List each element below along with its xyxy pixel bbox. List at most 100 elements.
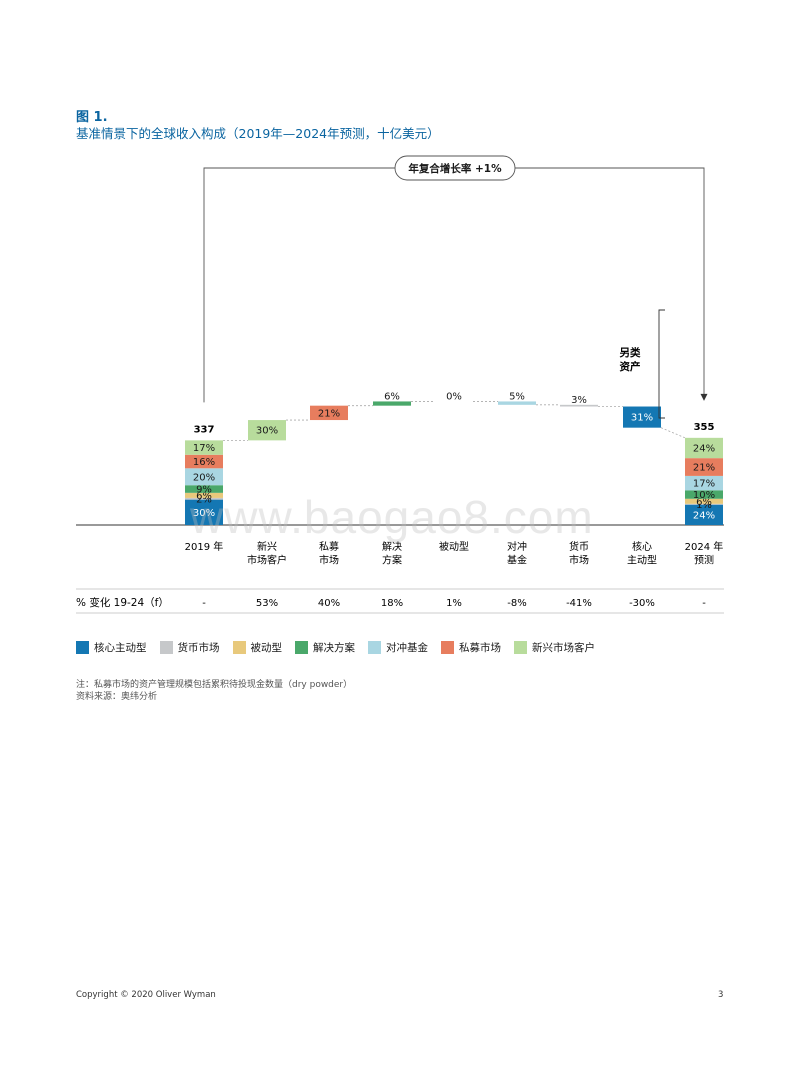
legend-item: 核心主动型 xyxy=(76,640,147,655)
change-value: - xyxy=(702,598,706,609)
start-label: 30% xyxy=(193,508,215,519)
end-total: 355 xyxy=(694,422,715,433)
end-label: 24% xyxy=(693,443,715,454)
start-bar-新兴市场客户 xyxy=(185,440,223,455)
step-bar-对冲基金 xyxy=(498,401,536,405)
legend-swatch xyxy=(159,641,173,654)
change-value: -8% xyxy=(507,598,526,609)
legend-item: 私募市场 xyxy=(441,640,501,655)
category-label: 对冲 xyxy=(507,540,527,553)
start-bar-被动型 xyxy=(185,492,223,498)
alt-assets-label: 另类 xyxy=(620,346,641,359)
alt-assets-bracket xyxy=(658,309,665,419)
category-label: 新兴 xyxy=(257,540,277,553)
chart-legend: 核心主动型 货币市场 被动型 解决方案 对冲基金 私募市场 新兴市场客户 xyxy=(76,640,595,655)
cagr-pill xyxy=(394,155,516,181)
start-bar-核心主动型 xyxy=(185,499,223,525)
cagr-label: 年复合增长率 +1% xyxy=(408,162,502,175)
end-label: 1% xyxy=(696,500,712,511)
category-label: 方案 xyxy=(382,554,402,567)
start-bar-私募市场 xyxy=(185,454,223,469)
category-label: 私募 xyxy=(319,540,339,553)
step-bar-私募市场 xyxy=(310,405,348,421)
legend-label: 核心主动型 xyxy=(94,642,147,654)
end-label: 17% xyxy=(693,479,715,490)
source-text: 资料来源：奥纬分析 xyxy=(76,692,158,702)
end-label: 24% xyxy=(693,510,715,521)
legend-label: 私募市场 xyxy=(459,642,501,654)
change-value: 1% xyxy=(446,598,462,609)
end-bar-被动型 xyxy=(685,498,723,504)
page-number: 3 xyxy=(718,990,724,1000)
legend-item: 对冲基金 xyxy=(368,640,428,655)
end-label: 10% xyxy=(693,490,715,501)
step-bar-货币市场 xyxy=(560,404,598,407)
category-label: 解决 xyxy=(382,540,402,553)
legend-swatch xyxy=(76,641,89,654)
end-bar-核心主动型 xyxy=(685,504,723,525)
legend-swatch xyxy=(368,641,381,654)
end-bar-新兴市场客户 xyxy=(685,437,723,459)
start-total: 337 xyxy=(194,424,215,435)
footnote: 注：私募市场的资产管理规模包括累积待投现金数量（dry powder） 资料来源… xyxy=(76,679,352,703)
legend-item: 货币市场 xyxy=(159,640,220,655)
waterfall-chart: 30%2%6%9%20%16%17%337 30%21%6% 0% 5% 3%31%24… xyxy=(76,155,724,614)
end-bar-货币市场 xyxy=(685,503,723,505)
change-value: -41% xyxy=(566,598,592,609)
change-value: 53% xyxy=(256,598,278,609)
start-label: 6% xyxy=(196,491,212,502)
note-text: 注：私募市场的资产管理规模包括累积待投现金数量（dry powder） xyxy=(76,680,353,690)
step-bar-核心主动型 xyxy=(623,406,661,428)
step-label: 30% xyxy=(256,426,278,437)
start-label: 9% xyxy=(196,485,212,496)
step-label: 21% xyxy=(318,408,340,419)
legend-item: 被动型 xyxy=(232,640,283,655)
legend-label: 对冲基金 xyxy=(386,642,428,654)
figure-number: 图 1. xyxy=(76,110,108,125)
category-label: 被动型 xyxy=(439,540,469,553)
step-label: 3% xyxy=(571,395,587,406)
start-label: 20% xyxy=(193,472,215,483)
category-label: 市场 xyxy=(569,554,589,567)
category-label: 主动型 xyxy=(627,554,657,567)
change-value: 18% xyxy=(381,598,403,609)
start-label: 16% xyxy=(193,457,215,468)
category-label: 基金 xyxy=(507,554,527,567)
change-value: -30% xyxy=(629,598,655,609)
step-bar-解决方案 xyxy=(373,401,411,406)
legend-label: 解决方案 xyxy=(313,642,355,654)
legend-swatch xyxy=(232,641,246,654)
category-label: 核心 xyxy=(632,540,652,553)
category-label: 预测 xyxy=(694,554,714,567)
step-label: 5% xyxy=(509,391,525,402)
step-bar-新兴市场客户 xyxy=(248,420,286,441)
step-label: 31% xyxy=(631,413,653,424)
alt-assets-label: 资产 xyxy=(620,360,641,373)
legend-label: 货币市场 xyxy=(177,642,220,654)
start-label: 17% xyxy=(193,443,215,454)
copyright: Copyright © 2020 Oliver Wyman xyxy=(76,990,216,1000)
legend-item: 新兴市场客户 xyxy=(514,640,595,655)
step-label: 0% xyxy=(446,391,462,402)
category-label: 2019 年 xyxy=(185,540,224,553)
legend-label: 新兴市场客户 xyxy=(532,642,595,654)
figure-title: 基准情景下的全球收入构成（2019年—2024年预测，十亿美元） xyxy=(76,126,440,141)
end-label: 6% xyxy=(696,497,712,508)
watermark: www.baogao8.com xyxy=(190,491,594,543)
category-label: 货币 xyxy=(569,540,589,553)
legend-label: 被动型 xyxy=(250,642,283,654)
connector xyxy=(660,427,686,439)
end-label: 21% xyxy=(693,463,715,474)
cagr-arrow-icon xyxy=(700,393,708,401)
end-bar-解决方案 xyxy=(685,490,723,499)
change-value: - xyxy=(202,598,206,609)
start-label: 2% xyxy=(196,494,212,505)
change-value: 40% xyxy=(318,598,340,609)
start-bar-对冲基金 xyxy=(185,468,223,486)
start-bar-解决方案 xyxy=(185,485,223,493)
end-bar-私募市场 xyxy=(685,458,723,476)
category-label: 2024 年 xyxy=(685,540,724,553)
legend-swatch xyxy=(441,641,454,654)
legend-swatch xyxy=(295,641,308,654)
change-row-label: % 变化 19-24（f） xyxy=(76,596,169,609)
